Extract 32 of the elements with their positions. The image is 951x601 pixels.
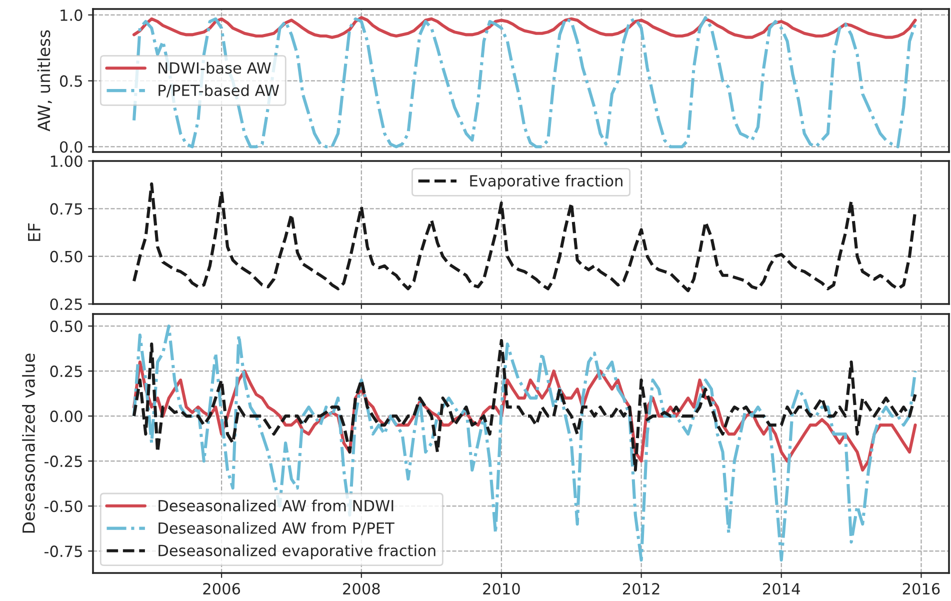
y-axis-title: EF (28, 223, 40, 241)
legend-label: Deseasonalized AW from NDWI (158, 500, 394, 512)
x-tick-label: 2014 (763, 582, 800, 595)
legend-label: Deseasonalized evaporative fraction (158, 544, 436, 560)
line-series (132, 338, 917, 472)
y-axis-title: AW, unitless (37, 30, 52, 132)
y-tick-label: 0.0 (60, 141, 82, 153)
y-axis-title: Deseasonalized value (22, 354, 35, 533)
x-tick-label: 2012 (622, 582, 660, 595)
x-tick-label: 2006 (203, 582, 240, 595)
legend-label: Evaporative fraction (470, 174, 622, 190)
y-tick-label: 0.5 (60, 75, 82, 87)
y-tick-label: -0.50 (44, 500, 82, 512)
y-tick-label: 1.0 (60, 9, 82, 21)
y-tick-label: 0.50 (50, 320, 82, 332)
line-series (132, 324, 917, 562)
x-tick-label: 2016 (902, 582, 940, 595)
y-tick-label: 0.25 (50, 366, 82, 378)
y-tick-label: -0.25 (44, 456, 82, 468)
y-tick-label: -0.75 (44, 546, 82, 558)
line-series (132, 16, 917, 39)
x-tick-label: 2008 (343, 582, 380, 595)
y-tick-label: 0.75 (50, 203, 82, 215)
y-tick-label: 0.50 (50, 250, 82, 262)
y-tick-label: 0.00 (50, 410, 82, 422)
x-tick-label: 2010 (483, 582, 520, 595)
y-tick-label: 0.25 (50, 298, 82, 310)
y-tick-label: 1.00 (50, 155, 82, 168)
legend-label: NDWI-base AW (158, 62, 271, 74)
line-series (132, 16, 917, 148)
legend-label: Deseasonalized AW from P/PET (158, 522, 394, 536)
legend-label: P/PET-based AW (158, 84, 280, 98)
